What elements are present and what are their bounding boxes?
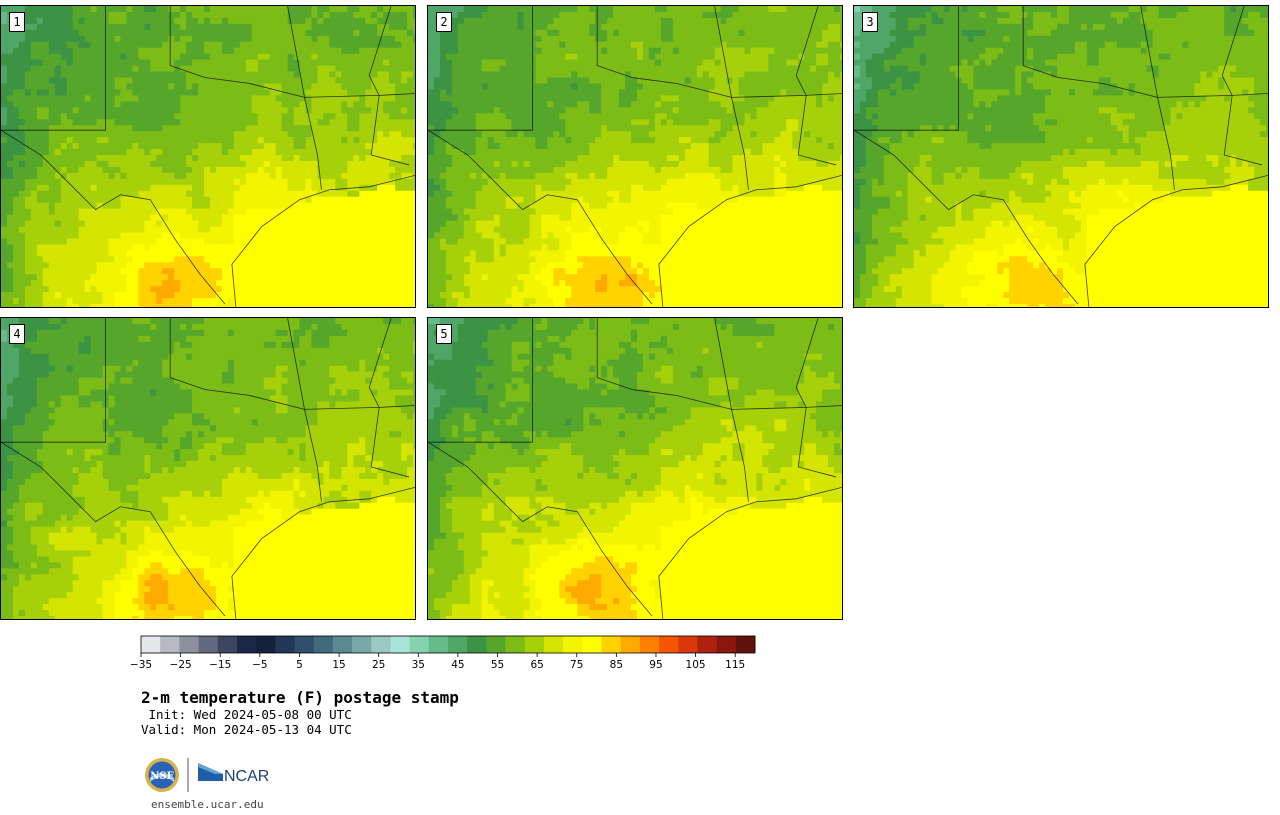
colorbar-tick-label: 45 [451, 659, 464, 671]
logo-group: NSF NCAR [145, 758, 269, 792]
colorbar-tick-label: 5 [296, 659, 303, 671]
colorbar-bin [275, 636, 295, 653]
colorbar-tick-label: 75 [570, 659, 583, 671]
colorbar-bin [390, 636, 411, 653]
figure-title: 2-m temperature (F) postage stamp [141, 688, 459, 707]
temperature-colorbar: −35 −25 −15 −5 5 15 25 35 45 55 65 75 85 95 105 115 [130, 635, 756, 671]
colorbar-outline [140, 635, 756, 654]
temperature-map [428, 6, 842, 307]
stamp-panel-1: 1 [0, 5, 416, 308]
nsf-logo-icon: NSF [145, 758, 179, 792]
colorbar-bin [352, 636, 372, 653]
colorbar-tick-label: −35 [130, 659, 152, 671]
member-label-1: 1 [9, 12, 25, 32]
colorbar-bin [620, 636, 641, 653]
colorbar-tick-label: 95 [649, 659, 662, 671]
colorbar-bin [371, 636, 391, 653]
colorbar-bin [467, 636, 487, 653]
colorbar-bin [582, 636, 602, 653]
colorbar-bin [601, 636, 622, 653]
colorbar-tick-label: 55 [491, 659, 504, 671]
colorbar-bin [236, 636, 257, 653]
ncar-logo-icon: NCAR [198, 763, 269, 785]
ncar-logo-text: NCAR [224, 768, 269, 785]
colorbar-bin [678, 636, 698, 653]
colorbar-bin [563, 636, 583, 653]
colorbar-bin [256, 636, 276, 653]
temperature-map [428, 318, 842, 619]
colorbar-tick-label: −15 [209, 659, 231, 671]
temperature-map [1, 6, 415, 307]
site-url: ensemble.ucar.edu [151, 798, 264, 811]
colorbar-bin [639, 636, 660, 653]
colorbar-bin [697, 636, 718, 653]
colorbar-bin [428, 636, 449, 653]
colorbar-bin [160, 636, 180, 653]
stamp-panel-4: 4 [0, 317, 416, 620]
colorbar-tick-label: 35 [412, 659, 425, 671]
temperature-map [1, 318, 415, 619]
colorbar-tick-label: 65 [530, 659, 543, 671]
colorbar-tick-label: 25 [372, 659, 385, 671]
colorbar-tick-label: 115 [725, 659, 745, 671]
colorbar-bin [217, 636, 238, 653]
colorbar-bin [543, 636, 564, 653]
colorbar-bin [179, 636, 199, 653]
colorbar-bin [448, 636, 468, 653]
colorbar-bin [735, 636, 756, 653]
member-label-3: 3 [862, 12, 878, 32]
temperature-map [854, 6, 1268, 307]
stamp-panel-5: 5 [427, 317, 843, 620]
colorbar-bin [409, 636, 430, 653]
colorbar-bin [486, 636, 506, 653]
colorbar-bin [294, 636, 315, 653]
colorbar-tick-label: 105 [686, 659, 706, 671]
colorbar-bin [198, 636, 219, 653]
colorbar-bin [659, 636, 679, 653]
colorbar-tick-label: −25 [170, 659, 192, 671]
colorbar-bin [313, 636, 334, 653]
colorbar-bin [524, 636, 545, 653]
colorbar-tick-label: 15 [332, 659, 345, 671]
colorbar-tick-label: −5 [252, 659, 267, 671]
colorbar-bin [505, 636, 526, 653]
member-label-5: 5 [436, 324, 452, 344]
nsf-logo-text: NSF [150, 771, 173, 782]
colorbar-bin [332, 636, 353, 653]
stamp-panel-3: 3 [853, 5, 1269, 308]
init-time: Init: Wed 2024-05-08 00 UTC [141, 707, 352, 722]
valid-time: Valid: Mon 2024-05-13 04 UTC [141, 722, 352, 737]
stamp-panel-2: 2 [427, 5, 843, 308]
colorbar-bin [716, 636, 737, 653]
colorbar-tick-label: 85 [610, 659, 623, 671]
member-label-2: 2 [436, 12, 452, 32]
colorbar-bin [141, 636, 161, 653]
member-label-4: 4 [9, 324, 25, 344]
